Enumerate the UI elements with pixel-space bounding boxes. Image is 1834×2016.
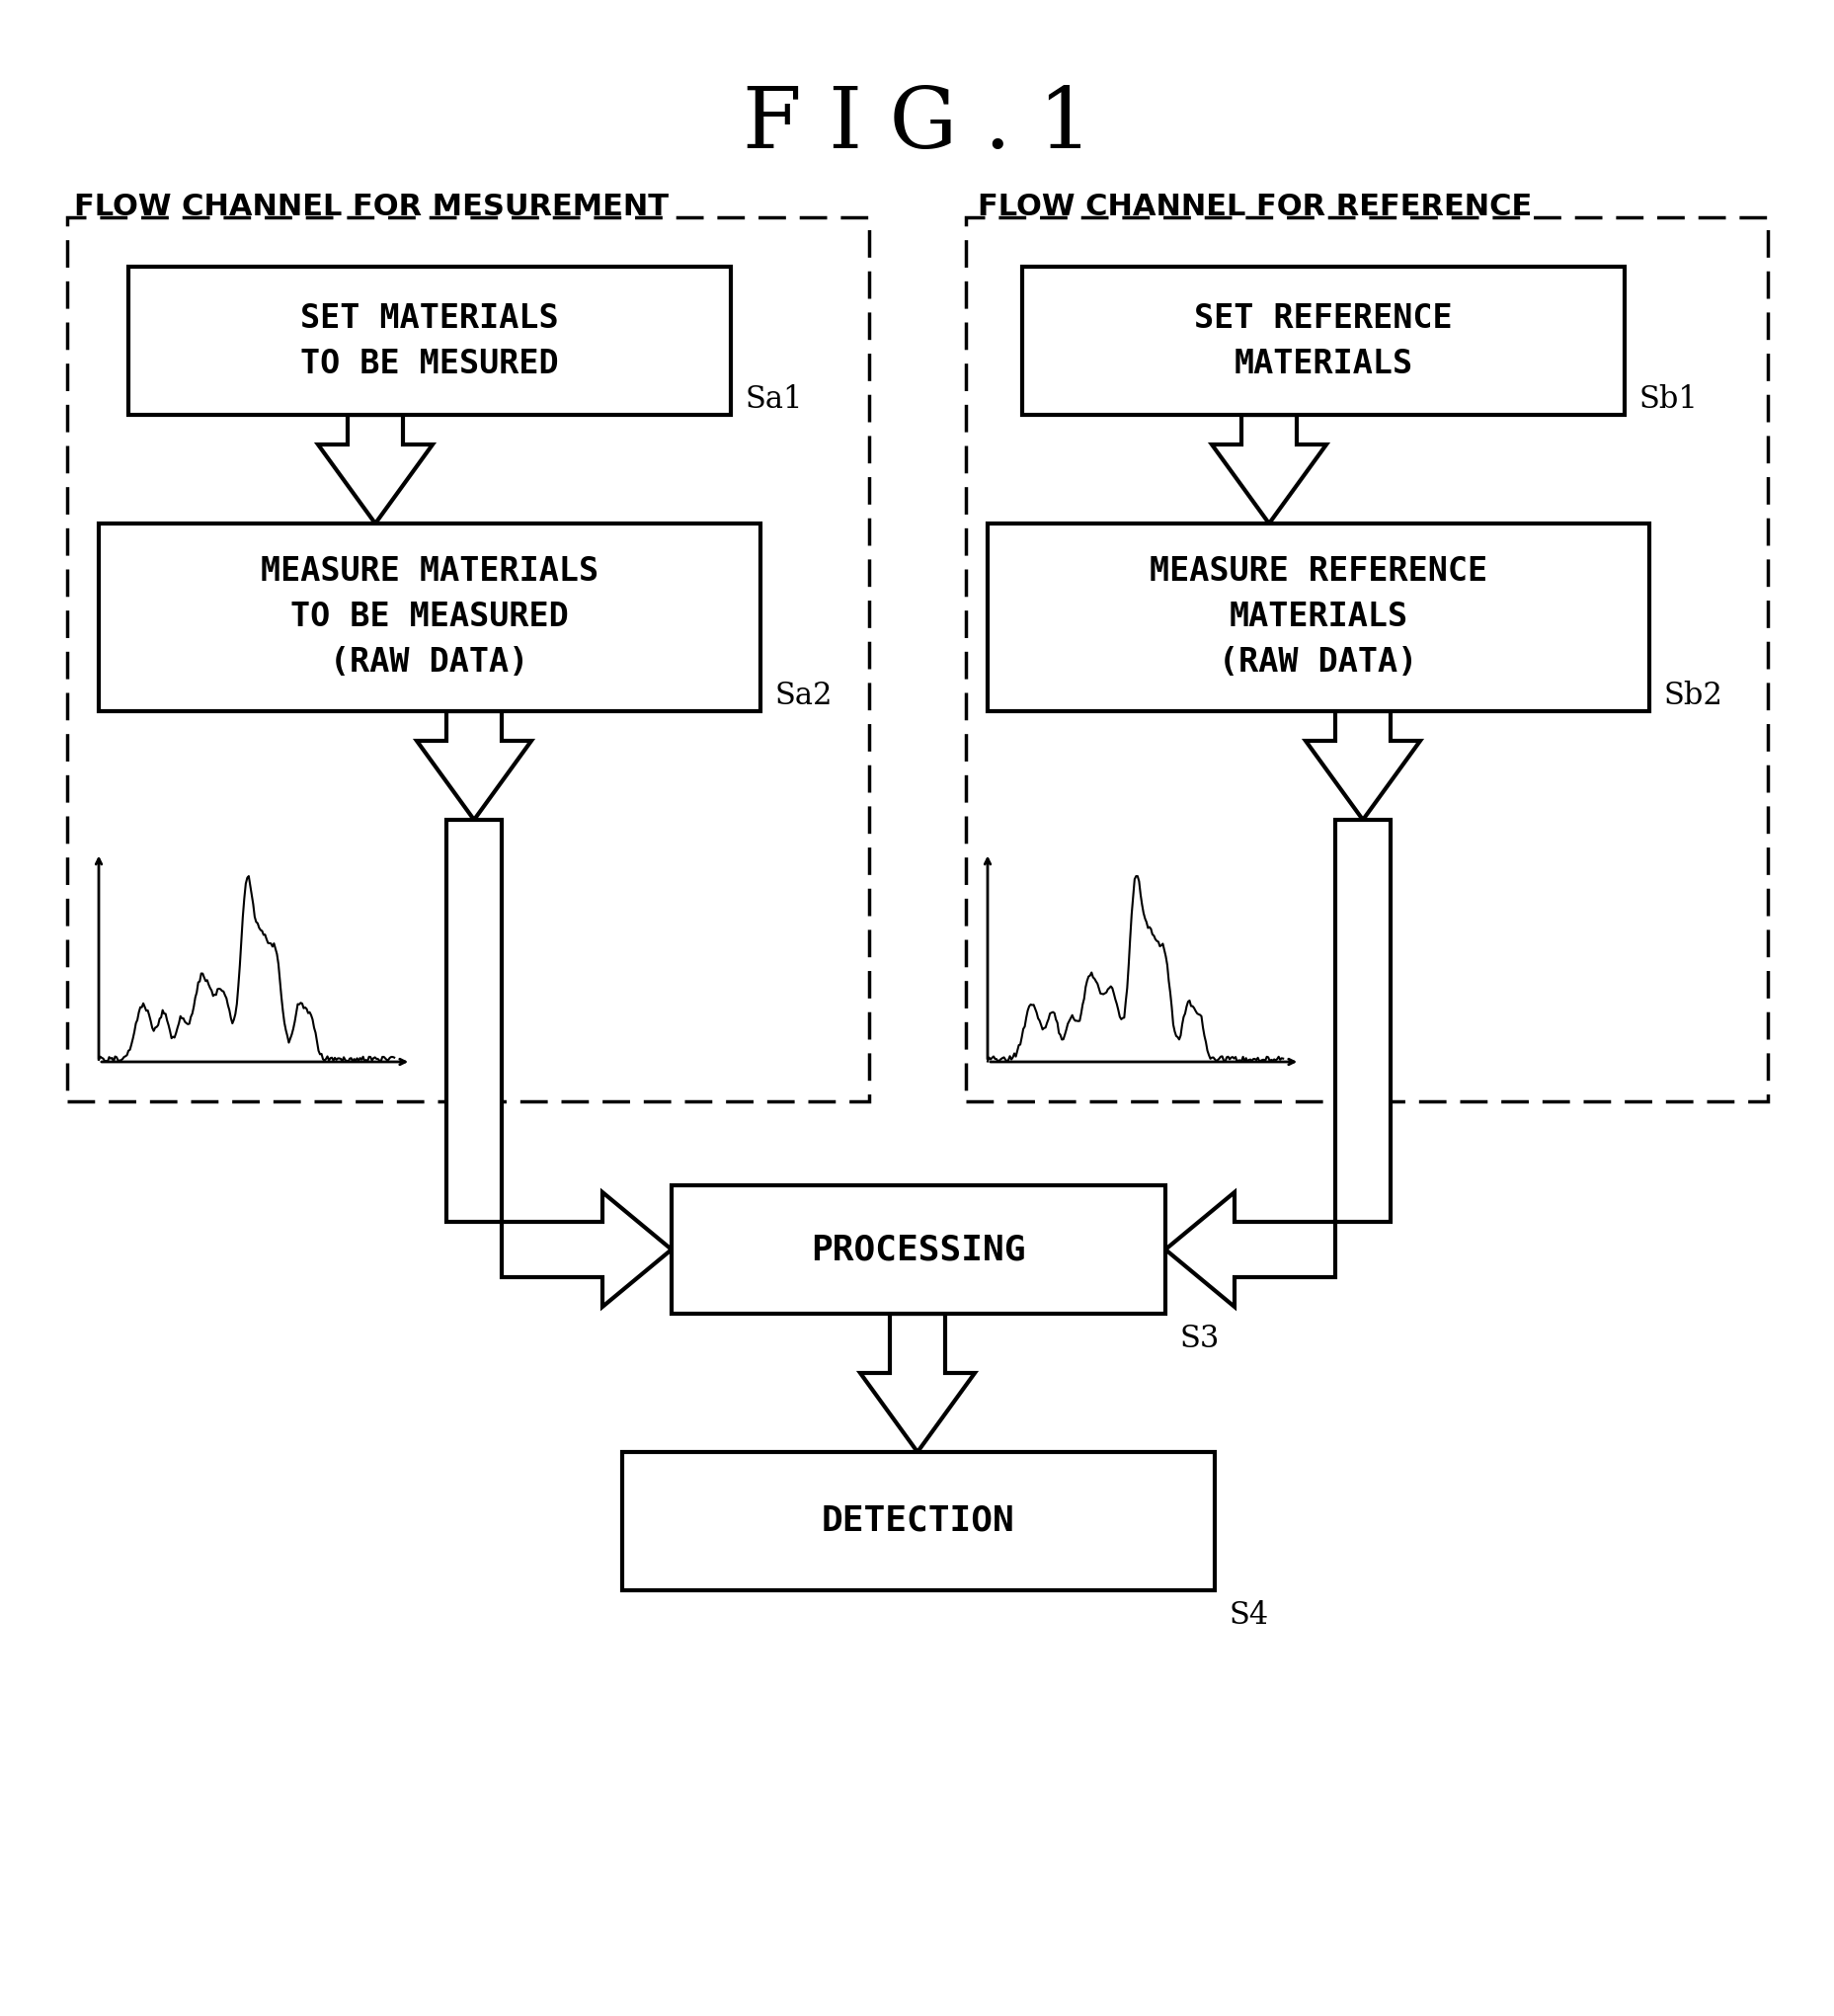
Bar [1022,266,1623,415]
Text: MEASURE REFERENCE
MATERIALS
(RAW DATA): MEASURE REFERENCE MATERIALS (RAW DATA) [1148,556,1487,679]
Text: MEASURE MATERIALS
TO BE MEASURED
(RAW DATA): MEASURE MATERIALS TO BE MEASURED (RAW DA… [260,556,598,679]
Polygon shape [317,415,433,524]
Text: Sa1: Sa1 [745,385,803,415]
Text: Sb1: Sb1 [1638,385,1698,415]
Text: DETECTION: DETECTION [822,1504,1014,1538]
Bar [965,218,1766,1101]
Text: S3: S3 [1179,1325,1220,1355]
Text: PROCESSING: PROCESSING [811,1232,1025,1266]
Bar [128,266,730,415]
Bar [987,524,1649,712]
Polygon shape [1306,712,1420,821]
Bar [68,218,869,1101]
Text: S4: S4 [1229,1601,1269,1631]
Text: FLOW CHANNEL FOR MESUREMENT: FLOW CHANNEL FOR MESUREMENT [73,194,668,222]
Text: SET REFERENCE
MATERIALS: SET REFERENCE MATERIALS [1194,302,1453,379]
Text: SET MATERIALS
TO BE MESURED: SET MATERIALS TO BE MESURED [301,302,559,379]
Polygon shape [416,712,532,821]
Bar [99,524,759,712]
Polygon shape [1210,415,1326,524]
Text: F I G . 1: F I G . 1 [743,85,1091,165]
Text: Sb2: Sb2 [1663,681,1722,712]
Bar [622,1452,1214,1591]
Polygon shape [1165,821,1390,1306]
Polygon shape [860,1314,974,1452]
Bar [671,1185,1165,1314]
Text: FLOW CHANNEL FOR REFERENCE: FLOW CHANNEL FOR REFERENCE [978,194,1531,222]
Text: Sa2: Sa2 [774,681,833,712]
Polygon shape [446,821,671,1306]
